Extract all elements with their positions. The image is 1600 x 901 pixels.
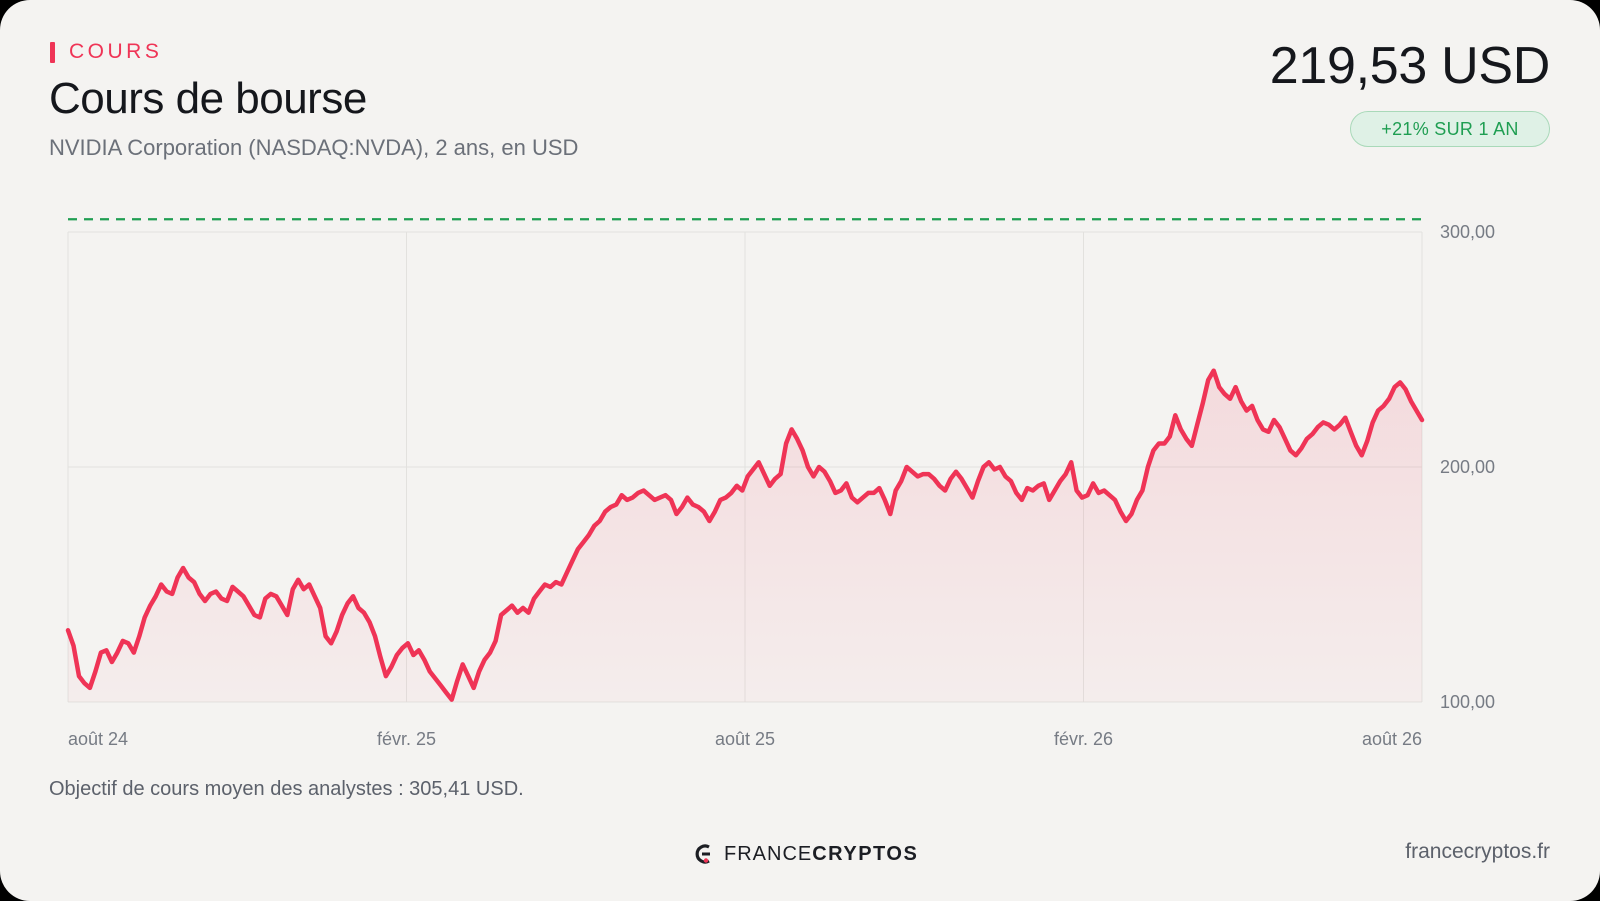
section-eyebrow: COURS (50, 40, 163, 63)
y-tick-label: 300,00 (1440, 222, 1495, 242)
chart-title: Cours de bourse (49, 74, 367, 123)
change-badge: +21% SUR 1 AN (1350, 111, 1550, 147)
x-tick-label: août 25 (715, 729, 775, 749)
brand-name-bold: CRYPTOS (812, 842, 919, 865)
x-axis-ticks: août 24 févr. 25 août 25 févr. 26 août 26 (68, 729, 1422, 749)
x-tick-label: août 24 (68, 729, 128, 749)
y-axis-ticks: 300,00 200,00 100,00 (1440, 222, 1495, 712)
brand-mark-icon (695, 844, 710, 864)
x-tick-label: févr. 25 (377, 729, 436, 749)
chart-area-fill (68, 370, 1422, 702)
y-tick-label: 200,00 (1440, 457, 1495, 477)
brand-name-light: FRANCE (724, 842, 813, 865)
eyebrow-label: COURS (69, 40, 163, 63)
chart-subtitle: NVIDIA Corporation (NASDAQ:NVDA), 2 ans,… (49, 135, 579, 160)
brand-logo: FRANCE CRYPTOS (694, 841, 918, 867)
y-tick-label: 100,00 (1440, 692, 1495, 712)
eyebrow-accent-bar (50, 41, 55, 63)
series-line-nvda (65, 368, 1425, 702)
x-tick-label: août 26 (1362, 729, 1422, 749)
site-domain: francecryptos.fr (1405, 840, 1550, 863)
series-area (68, 370, 1422, 702)
current-price: 219,53 USD (1269, 37, 1551, 95)
x-tick-label: févr. 26 (1054, 729, 1113, 749)
chart-series-layer (65, 368, 1425, 702)
analyst-target-note: Objectif de cours moyen des analystes : … (49, 778, 524, 800)
